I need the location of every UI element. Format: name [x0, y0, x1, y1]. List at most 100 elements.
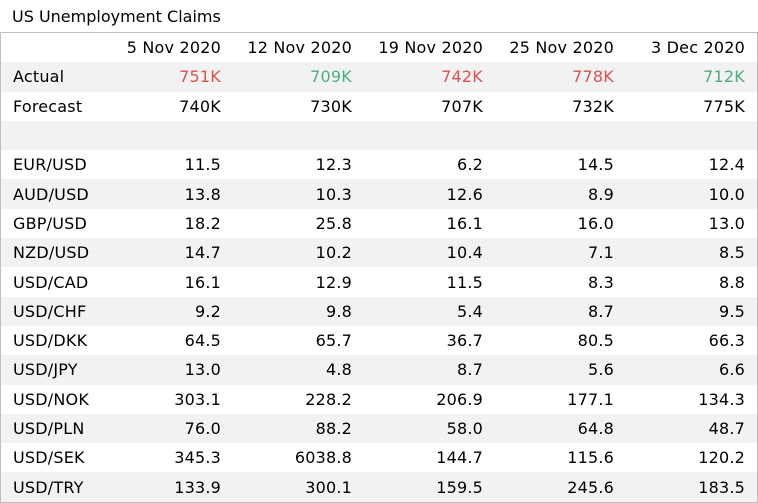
pair-value: 10.0 — [626, 179, 757, 209]
pair-value: 144.7 — [436, 448, 483, 468]
pair-value: 6038.8 — [294, 448, 352, 468]
forecast-value: 730K — [310, 96, 352, 116]
pair-value: 65.7 — [315, 331, 352, 351]
pair-value: 12.6 — [364, 179, 495, 209]
pair-value: 11.5 — [184, 155, 221, 175]
column-header: 19 Nov 2020 — [378, 38, 483, 58]
pair-label: USD/PLN — [1, 413, 102, 444]
pair-value: 9.8 — [233, 296, 364, 326]
pair-value: 12.3 — [315, 155, 352, 175]
pair-value: 133.9 — [102, 472, 233, 502]
pair-value: 177.1 — [567, 389, 614, 409]
pair-value: 58.0 — [364, 413, 495, 444]
pair-label: USD/SEK — [13, 448, 85, 468]
pair-value: 5.6 — [495, 355, 626, 385]
pair-value: 80.5 — [577, 331, 614, 351]
column-header: 5 Nov 2020 — [126, 38, 221, 58]
forecast-value: 740K — [179, 96, 221, 116]
pair-value: 48.7 — [626, 413, 757, 444]
pair-value: 25.8 — [315, 213, 352, 233]
pair-label: USD/CHF — [1, 296, 102, 326]
pair-value: 206.9 — [436, 389, 483, 409]
actual-value: 751K — [102, 62, 233, 92]
pair-value: 64.5 — [184, 331, 221, 351]
header-corner-cell — [1, 33, 102, 62]
spacer-cell — [364, 120, 495, 151]
spacer-cell — [495, 120, 626, 151]
pair-value: 8.7 — [495, 296, 626, 326]
pair-label: USD/CAD — [13, 272, 89, 292]
currency-pair-row: EUR/USD 11.5 12.3 6.2 14.5 12.4 — [1, 150, 757, 179]
pair-value: 10.2 — [233, 238, 364, 268]
currency-pair-row: USD/CAD 16.1 12.9 11.5 8.3 8.8 — [1, 267, 757, 296]
pair-value: 12.4 — [708, 155, 745, 175]
pair-value: 9.5 — [626, 296, 757, 326]
forecast-value: 732K — [572, 96, 614, 116]
pair-value: 9.2 — [102, 296, 233, 326]
pair-value: 345.3 — [174, 448, 221, 468]
pair-value: 300.1 — [233, 472, 364, 502]
row-label: Actual — [1, 62, 102, 92]
pair-label: EUR/USD — [13, 155, 87, 175]
pair-value: 14.7 — [102, 238, 233, 268]
pair-value: 12.9 — [315, 272, 352, 292]
page-title: US Unemployment Claims — [12, 7, 221, 26]
pair-label: NZD/USD — [1, 238, 102, 268]
pair-value: 64.8 — [495, 413, 626, 444]
pair-value: 8.7 — [364, 355, 495, 385]
pair-label: AUD/USD — [1, 179, 102, 209]
pair-label: USD/NOK — [13, 389, 90, 409]
pair-label: USD/DKK — [13, 331, 88, 351]
pair-value: 36.7 — [446, 331, 483, 351]
pair-value: 7.1 — [495, 238, 626, 268]
forecast-value: 775K — [703, 96, 745, 116]
pair-value: 13.8 — [102, 179, 233, 209]
currency-pair-row: USD/CHF 9.2 9.8 5.4 8.7 9.5 — [1, 296, 757, 326]
currency-pair-row: USD/NOK 303.1 228.2 206.9 177.1 134.3 — [1, 385, 757, 414]
currency-pair-row: USD/SEK 345.3 6038.8 144.7 115.6 120.2 — [1, 443, 757, 472]
pair-value: 159.5 — [364, 472, 495, 502]
pair-value: 8.9 — [495, 179, 626, 209]
pair-value: 134.3 — [698, 389, 745, 409]
pair-value: 115.6 — [567, 448, 614, 468]
pair-value: 16.0 — [577, 213, 614, 233]
pair-value: 11.5 — [446, 272, 483, 292]
spacer-cell — [102, 120, 233, 151]
header-row: 5 Nov 2020 12 Nov 2020 19 Nov 2020 25 No… — [1, 33, 757, 62]
pair-value: 5.4 — [364, 296, 495, 326]
pair-label: USD/TRY — [1, 472, 102, 502]
currency-pair-row: USD/TRY 133.9 300.1 159.5 245.6 183.5 — [1, 472, 757, 502]
currency-pair-row: USD/JPY 13.0 4.8 8.7 5.6 6.6 — [1, 355, 757, 385]
spacer-cell — [626, 120, 757, 151]
column-header: 12 Nov 2020 — [247, 38, 352, 58]
pair-value: 183.5 — [626, 472, 757, 502]
pair-value: 303.1 — [174, 389, 221, 409]
currency-pair-row: NZD/USD 14.7 10.2 10.4 7.1 8.5 — [1, 238, 757, 268]
pair-value: 8.3 — [587, 272, 614, 292]
pair-value: 4.8 — [233, 355, 364, 385]
column-header: 3 Dec 2020 — [650, 38, 745, 58]
currency-pair-row: AUD/USD 13.8 10.3 12.6 8.9 10.0 — [1, 179, 757, 209]
actual-value: 778K — [495, 62, 626, 92]
currency-pair-row: GBP/USD 18.2 25.8 16.1 16.0 13.0 — [1, 209, 757, 238]
pair-value: 245.6 — [495, 472, 626, 502]
pair-value: 88.2 — [233, 413, 364, 444]
row-label: Forecast — [13, 96, 83, 116]
column-header: 25 Nov 2020 — [509, 38, 614, 58]
pair-value: 66.3 — [708, 331, 745, 351]
pair-value: 8.5 — [626, 238, 757, 268]
forecast-row: Forecast 740K 730K 707K 732K 775K — [1, 92, 757, 121]
pair-value: 16.1 — [184, 272, 221, 292]
claims-table: 5 Nov 2020 12 Nov 2020 19 Nov 2020 25 No… — [1, 33, 757, 502]
pair-value: 14.5 — [577, 155, 614, 175]
forecast-value: 707K — [441, 96, 483, 116]
currency-pair-row: USD/DKK 64.5 65.7 36.7 80.5 66.3 — [1, 326, 757, 355]
pair-value: 18.2 — [184, 213, 221, 233]
pair-value: 16.1 — [446, 213, 483, 233]
currency-pair-rows: EUR/USD 11.5 12.3 6.2 14.5 12.4 AUD/USD 13.8 10.… — [1, 150, 757, 502]
pair-label: GBP/USD — [13, 213, 88, 233]
actual-value: 709K — [233, 62, 364, 92]
actual-row: Actual 751K 709K 742K 778K 712K — [1, 62, 757, 92]
pair-value: 6.6 — [626, 355, 757, 385]
actual-value: 742K — [364, 62, 495, 92]
